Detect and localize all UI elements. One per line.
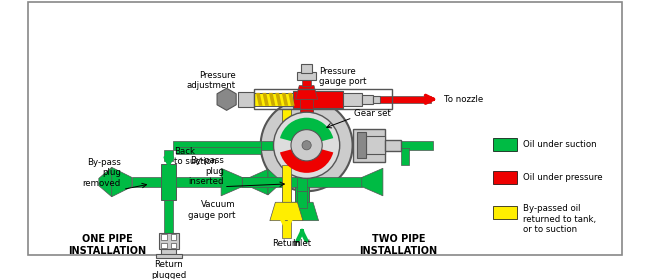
Bar — [242, 177, 362, 187]
Text: TWO PIPE
INSTALLATION: TWO PIPE INSTALLATION — [359, 234, 437, 256]
Wedge shape — [280, 145, 333, 173]
Polygon shape — [296, 85, 318, 99]
Bar — [176, 147, 261, 155]
Bar — [170, 234, 176, 240]
Bar — [292, 91, 343, 108]
Text: Pressure
gauge port: Pressure gauge port — [320, 67, 367, 86]
Polygon shape — [268, 169, 279, 195]
Bar — [302, 79, 311, 86]
Bar — [161, 234, 167, 240]
Bar — [164, 150, 174, 161]
Text: Return
plugged: Return plugged — [151, 260, 187, 279]
Bar — [174, 141, 261, 150]
Text: By-passed oil
returned to tank,
or to suction: By-passed oil returned to tank, or to su… — [523, 204, 596, 234]
Polygon shape — [112, 167, 132, 197]
Bar — [300, 99, 313, 153]
Polygon shape — [99, 167, 112, 197]
Bar — [373, 96, 380, 103]
Text: Return: Return — [272, 239, 301, 248]
Bar — [298, 191, 307, 208]
Text: ONE PIPE
INSTALLATION: ONE PIPE INSTALLATION — [68, 234, 146, 256]
Polygon shape — [288, 93, 294, 106]
Polygon shape — [221, 168, 242, 196]
Polygon shape — [276, 93, 282, 106]
Bar — [161, 243, 167, 248]
Bar — [493, 206, 517, 219]
Bar — [282, 165, 291, 202]
Bar — [385, 140, 401, 151]
Bar — [298, 72, 316, 80]
Bar — [493, 171, 517, 184]
Polygon shape — [263, 93, 269, 106]
Bar — [367, 136, 385, 155]
Bar — [300, 99, 313, 145]
Polygon shape — [285, 202, 318, 221]
Text: Inlet: Inlet — [292, 239, 311, 248]
Circle shape — [274, 112, 340, 178]
Text: By-pass
plug
inserted: By-pass plug inserted — [188, 156, 224, 186]
Bar — [401, 141, 434, 150]
Bar — [380, 96, 431, 103]
Bar — [282, 109, 291, 165]
Bar — [254, 93, 292, 106]
Bar — [156, 254, 181, 258]
Bar — [294, 164, 309, 202]
Text: By-pass
plug
removed: By-pass plug removed — [83, 158, 121, 188]
Bar — [132, 177, 161, 187]
Circle shape — [291, 130, 322, 161]
Wedge shape — [280, 118, 333, 145]
Bar — [282, 109, 291, 238]
Bar — [343, 93, 362, 106]
Text: Gear set: Gear set — [354, 109, 391, 117]
Bar — [301, 64, 312, 73]
Bar — [362, 95, 373, 104]
Polygon shape — [282, 93, 288, 106]
Bar — [358, 133, 367, 158]
Circle shape — [302, 141, 311, 150]
Bar — [161, 164, 176, 200]
Polygon shape — [217, 88, 236, 110]
Text: Oil under pressure: Oil under pressure — [523, 173, 603, 182]
Bar — [238, 92, 254, 107]
Circle shape — [261, 99, 352, 191]
Bar — [352, 129, 385, 162]
Text: Oil under suction: Oil under suction — [523, 140, 596, 149]
Bar — [170, 243, 176, 248]
Bar — [161, 249, 176, 255]
Polygon shape — [256, 93, 263, 106]
Polygon shape — [270, 202, 303, 221]
Bar — [176, 177, 250, 187]
Polygon shape — [269, 93, 276, 106]
Bar — [298, 164, 307, 191]
Polygon shape — [362, 168, 383, 196]
Bar — [401, 148, 409, 165]
Text: To nozzle: To nozzle — [443, 95, 483, 104]
Bar — [493, 138, 517, 151]
Text: Vacuum
gauge port: Vacuum gauge port — [188, 200, 236, 220]
Bar — [261, 141, 307, 150]
Bar — [164, 200, 174, 233]
Text: Pressure
adjustment: Pressure adjustment — [187, 71, 236, 90]
Bar — [254, 89, 392, 109]
Bar — [159, 233, 179, 249]
Polygon shape — [250, 169, 268, 195]
Text: Back
to suction: Back to suction — [174, 146, 217, 166]
